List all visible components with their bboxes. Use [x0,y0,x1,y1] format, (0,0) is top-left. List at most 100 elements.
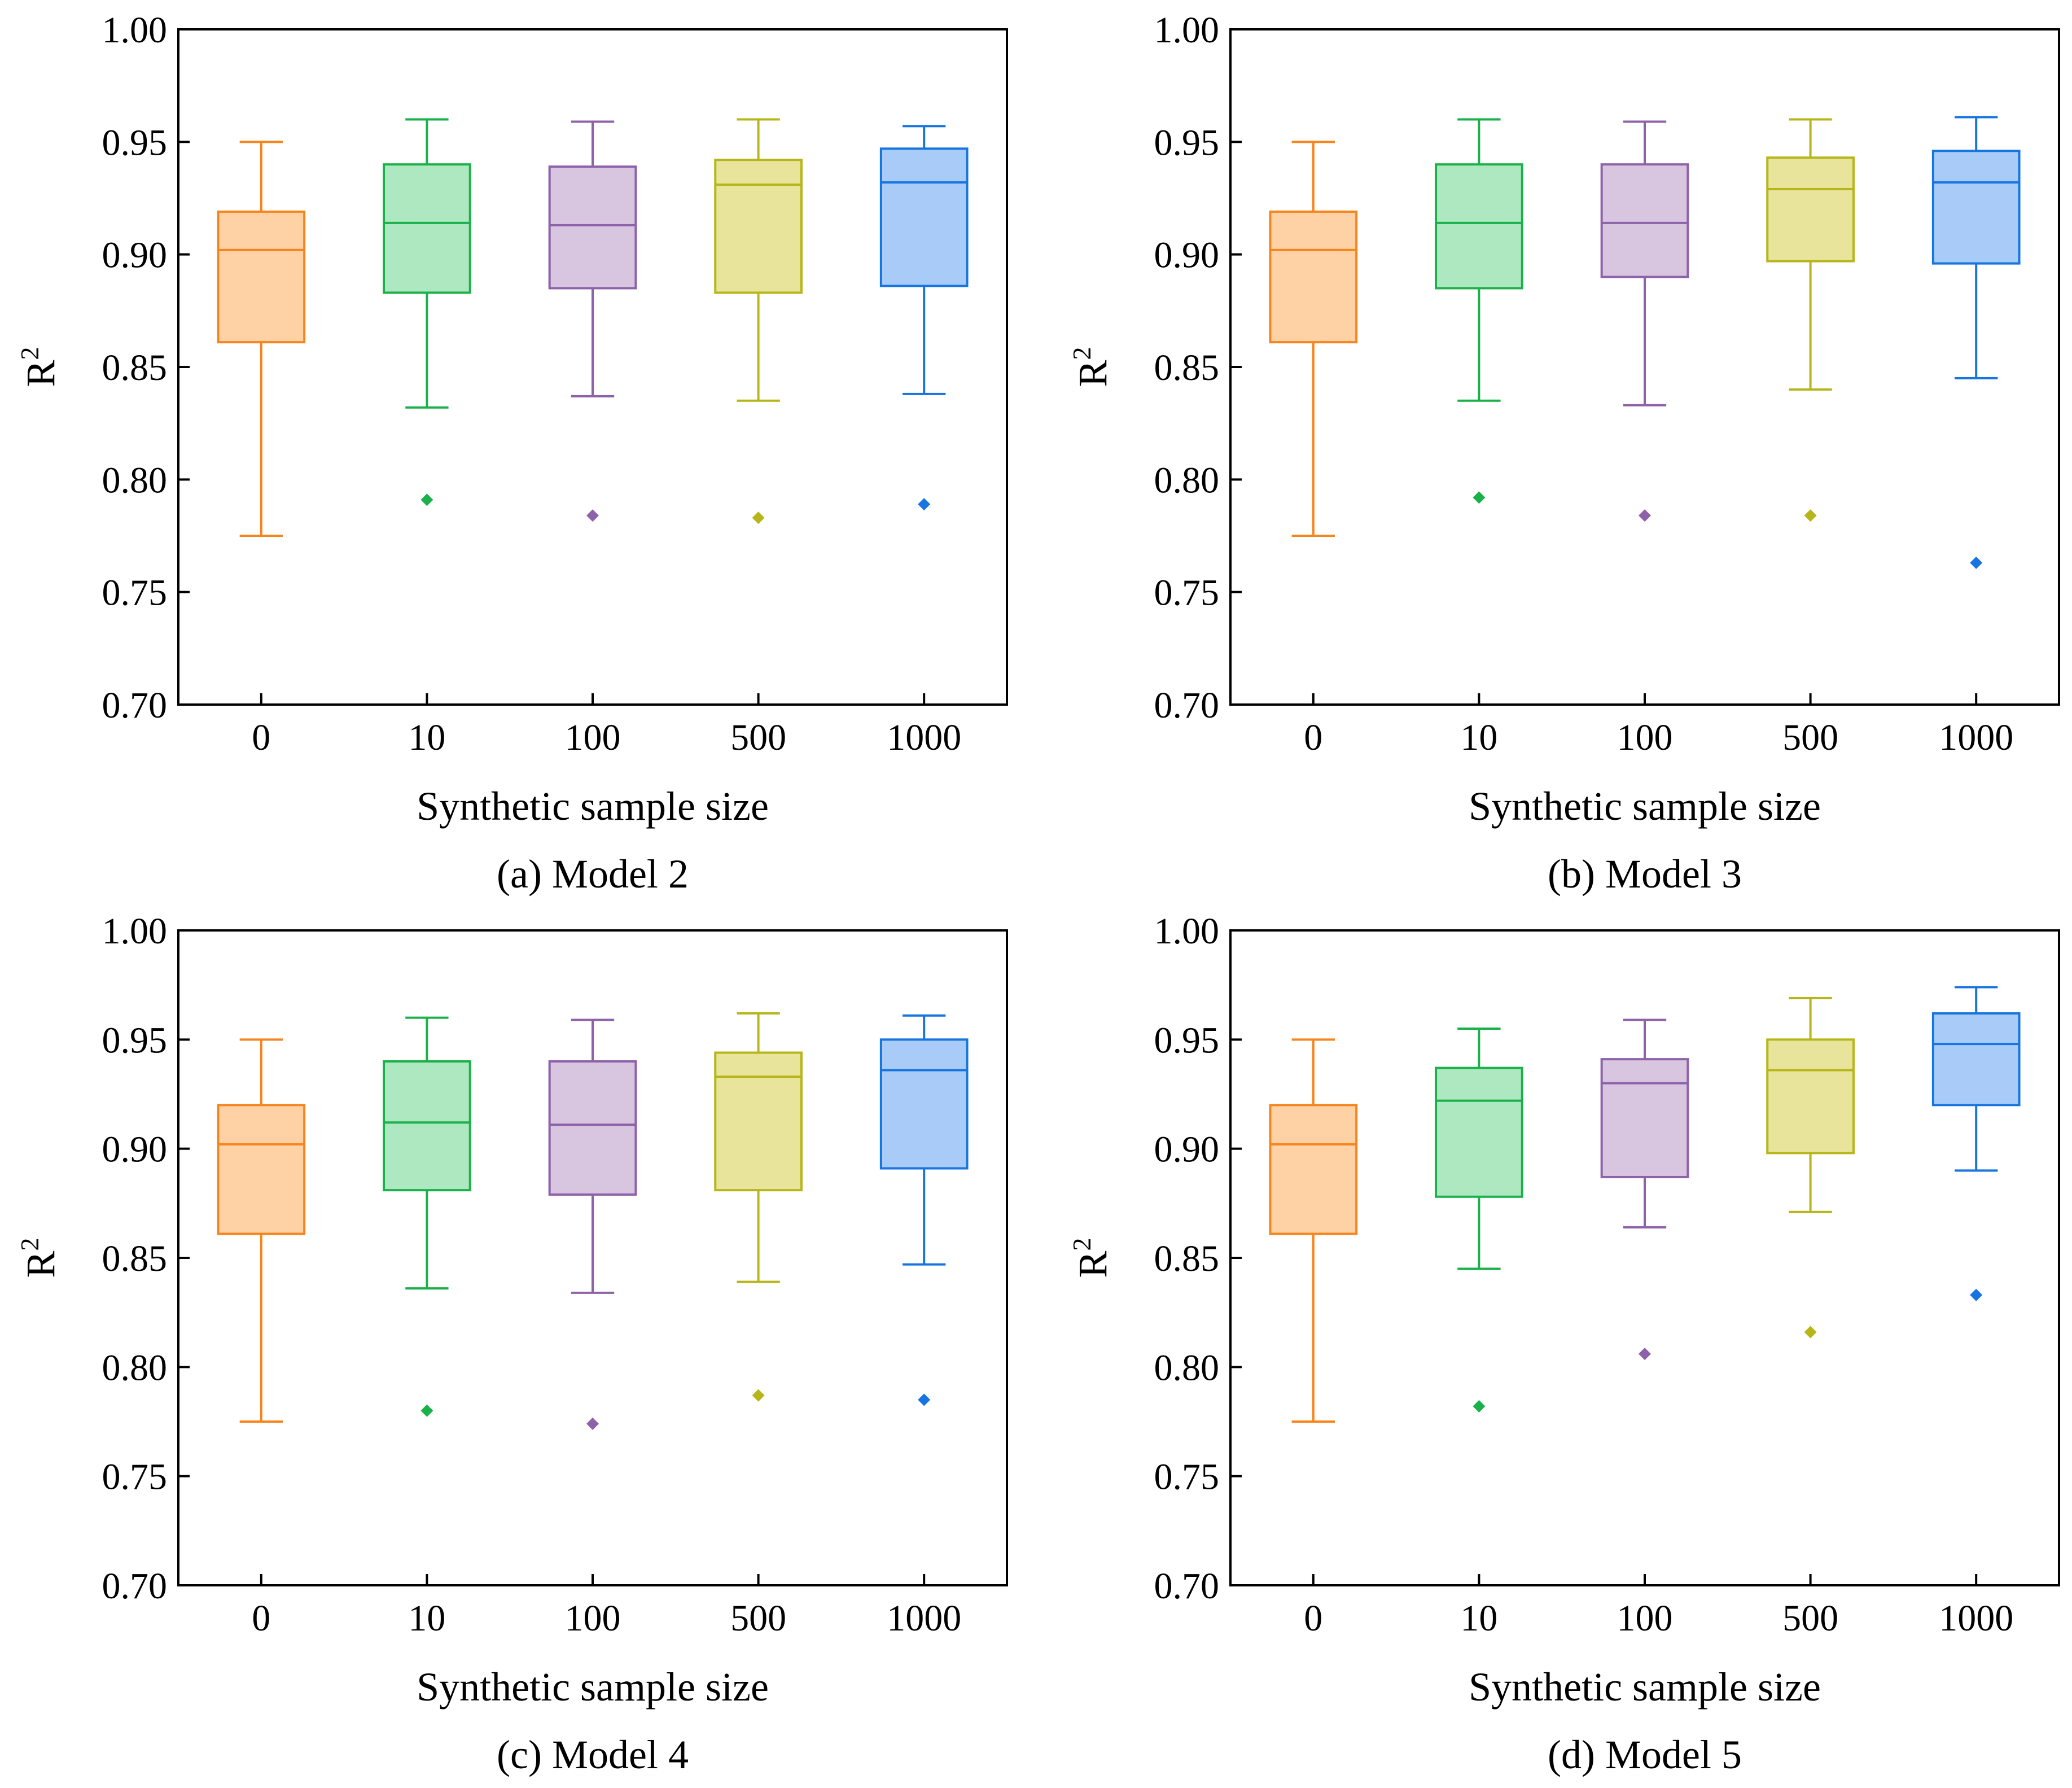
outlier-point [1473,1400,1486,1413]
x-tick-label: 10 [1460,717,1497,758]
box-iqr [383,1060,471,1192]
y-tick-label: 0.90 [1154,1129,1220,1170]
box-iqr [1600,163,1689,278]
box-iqr [1931,1012,2021,1107]
outlier-point [1639,1348,1651,1361]
x-tick-label: 0 [1304,1598,1322,1639]
x-axis-title: Synthetic sample size [417,1664,769,1710]
x-tick-label: 100 [1617,717,1673,758]
x-tick-label: 10 [408,717,445,758]
box-10 [383,118,471,506]
y-axis-title: R2 [15,347,63,387]
outlier-point [1804,1326,1817,1339]
outlier-point [1970,556,1983,569]
y-axis-title: R2 [15,1238,63,1278]
y-tick-label: 0.90 [102,1129,168,1170]
box-iqr [548,165,637,290]
y-tick-label: 0.70 [102,1566,168,1607]
y-tick-label: 0.75 [102,572,168,614]
x-tick-label: 500 [1782,717,1838,758]
box-iqr [879,147,969,287]
y-axis-title: R2 [1067,1238,1115,1278]
box-iqr [548,1060,637,1196]
outlier-point [1473,491,1486,504]
y-axis-title: R2 [1067,347,1115,387]
y-tick-label: 0.85 [102,347,168,388]
box-500 [714,1012,803,1402]
box-iqr [217,210,306,344]
x-tick-label: 100 [1617,1598,1673,1639]
box-iqr [1766,1038,1855,1155]
chart-panel-1: 0.70 0.75 0.80 0.85 0.90 0.95 1.00 0 10 100 500 100… [15,10,1008,897]
box-1000 [879,1014,969,1406]
box-iqr [1269,1104,1358,1235]
x-tick-label: 1000 [887,1598,961,1639]
x-tick-label: 100 [565,717,621,758]
box-iqr [1435,163,1523,290]
box-100 [1600,120,1689,522]
outlier-point [586,509,599,522]
box-1000 [1931,116,2021,569]
panel-caption: (a) Model 2 [497,851,689,897]
plot-frame [1229,929,2060,1586]
y-axis-title-superscript: 2 [15,347,44,360]
x-tick-label: 1000 [1939,717,2013,758]
panel-caption: (b) Model 3 [1548,851,1742,897]
y-axis-title-superscript: 2 [15,1238,44,1251]
x-tick-label: 100 [565,1598,621,1639]
y-tick-label: 0.95 [1154,122,1220,163]
x-tick-label: 0 [1304,717,1322,758]
box-iqr [714,159,803,294]
box-10 [1435,118,1523,504]
plot-frame [177,28,1008,706]
y-axis-title-base: R [18,1251,63,1278]
y-tick-label: 0.80 [102,460,168,501]
box-iqr [217,1104,306,1235]
chart-panel-3: 0.70 0.75 0.80 0.85 0.90 0.95 1.00 0 10 100 500 100… [15,911,1008,1777]
outlier-point [752,512,765,524]
x-axis-title: Synthetic sample size [1469,784,1821,829]
y-tick-label: 0.85 [1154,347,1220,388]
panel-caption: (c) Model 4 [497,1732,689,1777]
box-500 [1766,118,1855,522]
y-axis-title-base: R [1070,1251,1115,1278]
y-tick-label: 1.00 [1154,10,1220,51]
chart-panel-4: 0.70 0.75 0.80 0.85 0.90 0.95 1.00 0 10 100 500 100… [1067,911,2060,1777]
box-0 [217,1038,306,1423]
y-tick-label: 0.70 [1154,1566,1220,1607]
box-iqr [1435,1066,1523,1198]
y-tick-label: 0.90 [102,235,168,276]
y-tick-label: 0.80 [1154,460,1220,501]
y-tick-label: 0.75 [1154,1457,1220,1498]
box-iqr [1766,156,1855,263]
x-tick-label: 10 [408,1598,445,1639]
box-10 [383,1016,471,1417]
x-tick-label: 0 [252,1598,270,1639]
x-tick-label: 500 [730,1598,786,1639]
y-axis-title-base: R [1070,360,1115,387]
y-tick-label: 1.00 [1154,911,1220,952]
x-axis-title: Synthetic sample size [417,784,769,829]
outlier-point [420,1404,433,1417]
box-0 [1269,141,1358,537]
y-tick-label: 0.85 [1154,1238,1220,1279]
x-tick-label: 0 [252,717,270,758]
box-500 [1766,996,1855,1339]
x-tick-label: 1000 [1939,1598,2013,1639]
box-10 [1435,1028,1523,1413]
x-tick-label: 1000 [887,717,961,758]
box-iqr [1931,150,2021,265]
box-500 [714,118,803,524]
box-100 [548,120,637,522]
outlier-point [1970,1288,1983,1301]
box-100 [1600,1018,1689,1361]
y-tick-label: 0.95 [102,122,168,163]
y-tick-label: 0.75 [102,1457,168,1498]
y-tick-label: 1.00 [102,10,168,51]
outlier-point [1639,509,1651,522]
outlier-point [586,1417,599,1430]
y-tick-label: 0.95 [102,1020,168,1061]
outlier-point [918,1393,931,1406]
y-tick-label: 0.75 [1154,572,1220,614]
box-iqr [1269,210,1358,344]
